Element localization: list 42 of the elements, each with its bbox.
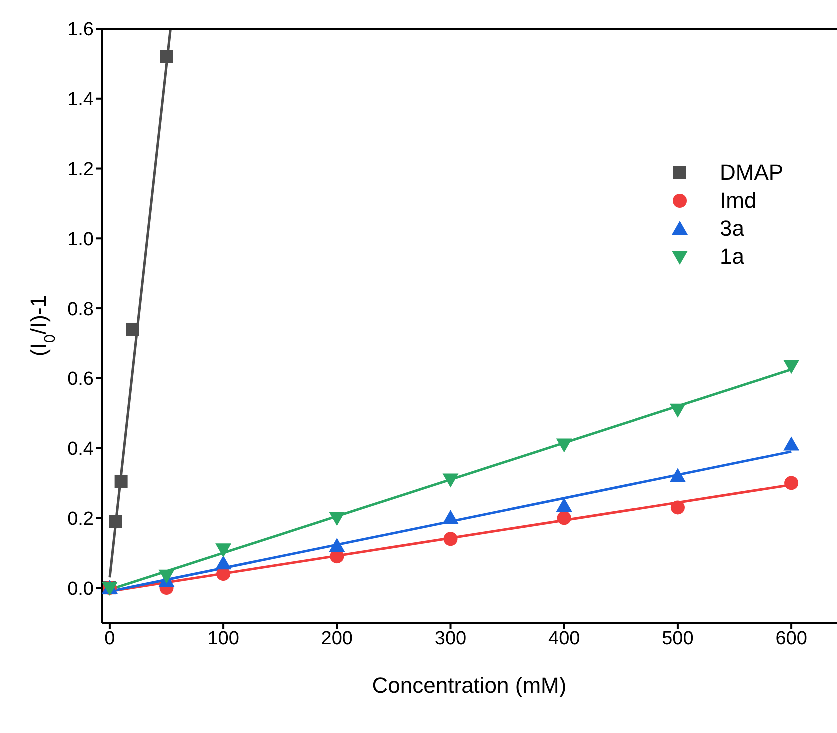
y-tick-label: 0.0 xyxy=(68,578,94,600)
point xyxy=(444,532,458,546)
point xyxy=(160,50,174,64)
point xyxy=(670,500,685,515)
point xyxy=(216,544,232,558)
y-tick-label: 1.6 xyxy=(68,20,94,41)
legend-label: 3a xyxy=(720,216,744,242)
x-tick-label: 600 xyxy=(776,628,808,650)
y-tick-label: 0.6 xyxy=(68,369,94,390)
point xyxy=(442,474,459,488)
point xyxy=(557,511,572,526)
x-tick-label: 100 xyxy=(208,628,240,650)
point xyxy=(784,436,800,451)
point xyxy=(329,538,346,552)
x-tick-label: 300 xyxy=(434,628,467,650)
y-tick-label: 0.4 xyxy=(68,439,94,460)
point xyxy=(158,570,175,584)
point xyxy=(114,474,128,488)
y-tick-label: 1.0 xyxy=(68,229,94,250)
y-tick-label: 1.4 xyxy=(68,90,94,111)
y-tick-label: 0.8 xyxy=(68,299,94,320)
legend-label: Imd xyxy=(720,188,757,214)
x-tick-label: 500 xyxy=(662,628,694,650)
y-tick-label: 0.2 xyxy=(68,508,94,530)
point xyxy=(670,404,686,418)
point xyxy=(442,510,459,524)
x-tick-label: 200 xyxy=(321,628,354,650)
point xyxy=(109,515,122,528)
point xyxy=(556,498,572,512)
point xyxy=(329,512,346,526)
point xyxy=(216,556,232,570)
point xyxy=(126,322,140,336)
y-tick-label: 1.2 xyxy=(68,160,94,181)
x-tick-label: 0 xyxy=(104,628,116,650)
legend-label: DMAP xyxy=(720,160,784,186)
point xyxy=(556,438,572,453)
point xyxy=(784,360,800,374)
legend-label: 1a xyxy=(720,244,744,270)
point xyxy=(784,476,799,490)
point xyxy=(670,468,686,482)
x-axis-title: Concentration (mM) xyxy=(372,673,567,698)
x-tick-label: 400 xyxy=(548,628,580,650)
